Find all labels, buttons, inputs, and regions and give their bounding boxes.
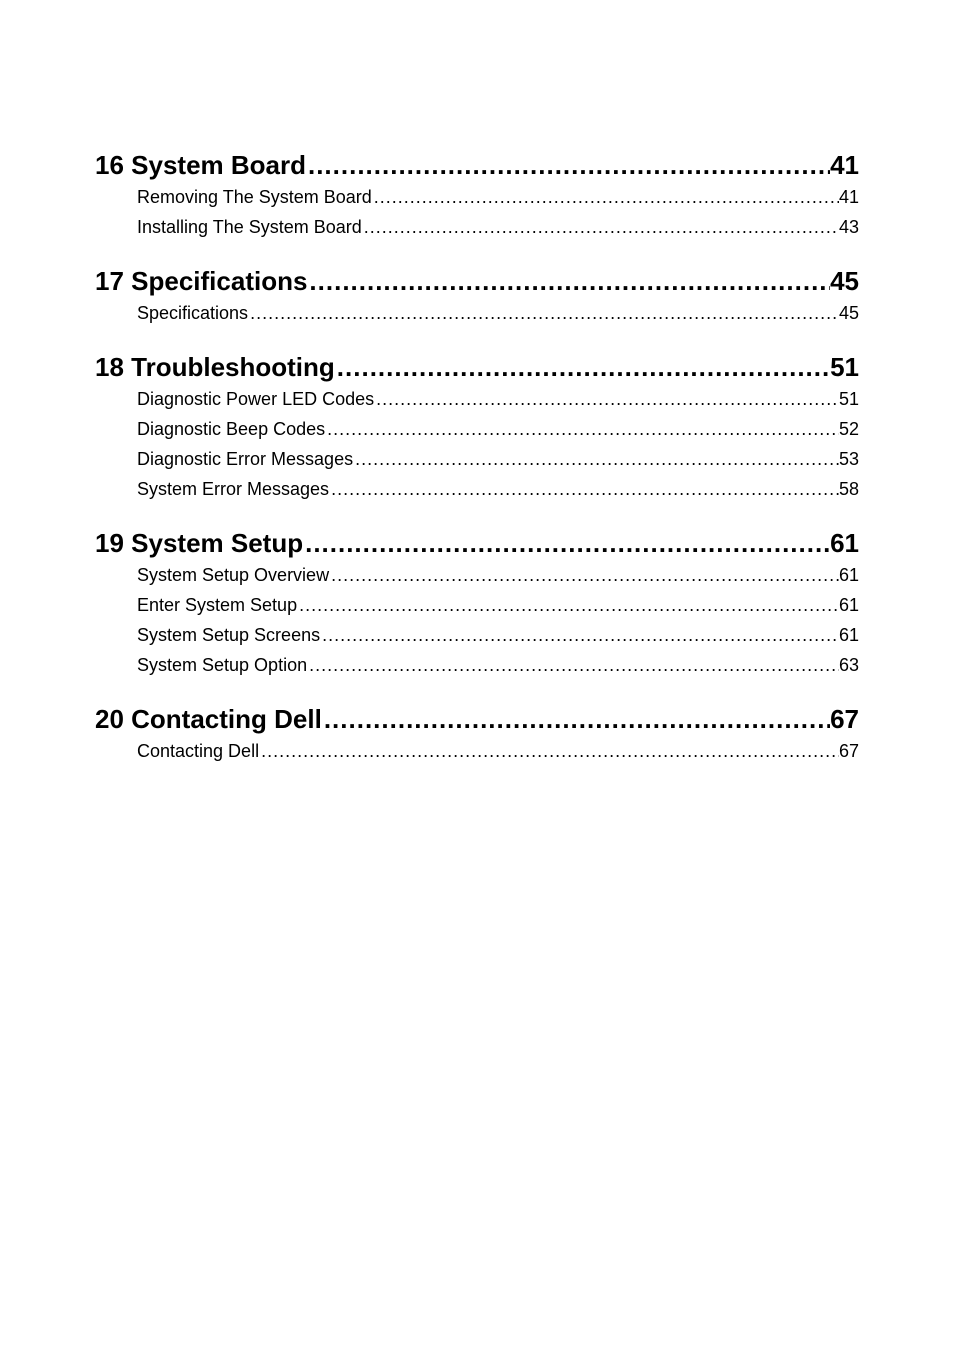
table-of-contents: 16 System Board41Removing The System Boa… (95, 150, 859, 762)
toc-chapter-title: 17 Specifications (95, 266, 307, 297)
toc-sub-row[interactable]: Diagnostic Power LED Codes 51 (137, 389, 859, 410)
toc-chapter-page: 67 (830, 704, 859, 735)
toc-leader-dots (248, 303, 839, 324)
toc-section: 16 System Board41Removing The System Boa… (95, 150, 859, 238)
toc-leader-dots (329, 565, 839, 586)
toc-sub-page: 67 (839, 741, 859, 762)
toc-sub-title: Installing The System Board (137, 217, 362, 238)
toc-sub-title: System Error Messages (137, 479, 329, 500)
toc-section: 18 Troubleshooting51Diagnostic Power LED… (95, 352, 859, 500)
toc-sub-title: Removing The System Board (137, 187, 372, 208)
toc-leader-dots (372, 187, 839, 208)
toc-section: 19 System Setup 61 System Setup Overview 61… (95, 528, 859, 676)
toc-chapter-row[interactable]: 16 System Board 41 (95, 150, 859, 181)
toc-leader-dots (329, 479, 839, 500)
toc-leader-dots (303, 528, 830, 559)
toc-sub-title: System Setup Screens (137, 625, 320, 646)
toc-sub-page: 58 (839, 479, 859, 500)
toc-sub-page: 41 (839, 187, 859, 208)
toc-sub-row[interactable]: System Setup Screens 61 (137, 625, 859, 646)
toc-sub-title: Diagnostic Beep Codes (137, 419, 325, 440)
toc-sub-row[interactable]: Specifications 45 (137, 303, 859, 324)
toc-chapter-title: 18 Troubleshooting (95, 352, 335, 383)
toc-sub-row[interactable]: Contacting Dell 67 (137, 741, 859, 762)
toc-sub-row[interactable]: Enter System Setup 61 (137, 595, 859, 616)
toc-chapter-page: 41 (830, 150, 859, 181)
toc-leader-dots (307, 266, 830, 297)
toc-chapter-page: 61 (830, 528, 859, 559)
toc-sub-page: 63 (839, 655, 859, 676)
toc-chapter-page: 45 (830, 266, 859, 297)
toc-section: 17 Specifications 45 Specifications 45 (95, 266, 859, 324)
toc-sub-title: System Setup Overview (137, 565, 329, 586)
toc-sub-row[interactable]: System Error Messages 58 (137, 479, 859, 500)
toc-sub-page: 51 (839, 389, 859, 410)
toc-sub-page: 61 (839, 595, 859, 616)
toc-leader-dots (259, 741, 839, 762)
toc-sub-page: 61 (839, 565, 859, 586)
toc-leader-dots (335, 352, 830, 383)
toc-sub-page: 43 (839, 217, 859, 238)
toc-sub-page: 61 (839, 625, 859, 646)
toc-sub-title: System Setup Option (137, 655, 307, 676)
toc-sub-title: Specifications (137, 303, 248, 324)
toc-sub-row[interactable]: System Setup Option 63 (137, 655, 859, 676)
toc-leader-dots (320, 625, 839, 646)
toc-section: 20 Contacting Dell 67 Contacting Dell 67 (95, 704, 859, 762)
toc-sub-row[interactable]: Diagnostic Beep Codes 52 (137, 419, 859, 440)
toc-chapter-title: 16 System Board (95, 150, 306, 181)
toc-sub-page: 53 (839, 449, 859, 470)
toc-chapter-title: 20 Contacting Dell (95, 704, 322, 735)
toc-leader-dots (322, 704, 830, 735)
toc-chapter-row[interactable]: 19 System Setup 61 (95, 528, 859, 559)
toc-leader-dots (362, 217, 839, 238)
toc-leader-dots (374, 389, 839, 410)
toc-chapter-title: 19 System Setup (95, 528, 303, 559)
toc-sub-page: 45 (839, 303, 859, 324)
toc-leader-dots (306, 150, 830, 181)
toc-sub-row[interactable]: System Setup Overview 61 (137, 565, 859, 586)
toc-sub-title: Diagnostic Power LED Codes (137, 389, 374, 410)
toc-leader-dots (353, 449, 839, 470)
toc-chapter-row[interactable]: 18 Troubleshooting 51 (95, 352, 859, 383)
toc-sub-title: Diagnostic Error Messages (137, 449, 353, 470)
toc-sub-page: 52 (839, 419, 859, 440)
toc-sub-row[interactable]: Removing The System Board 41 (137, 187, 859, 208)
toc-chapter-page: 51 (830, 352, 859, 383)
toc-sub-title: Enter System Setup (137, 595, 297, 616)
toc-chapter-row[interactable]: 17 Specifications 45 (95, 266, 859, 297)
toc-sub-row[interactable]: Installing The System Board 43 (137, 217, 859, 238)
toc-leader-dots (307, 655, 839, 676)
toc-sub-row[interactable]: Diagnostic Error Messages 53 (137, 449, 859, 470)
toc-sub-title: Contacting Dell (137, 741, 259, 762)
toc-chapter-row[interactable]: 20 Contacting Dell 67 (95, 704, 859, 735)
toc-leader-dots (297, 595, 839, 616)
toc-leader-dots (325, 419, 839, 440)
